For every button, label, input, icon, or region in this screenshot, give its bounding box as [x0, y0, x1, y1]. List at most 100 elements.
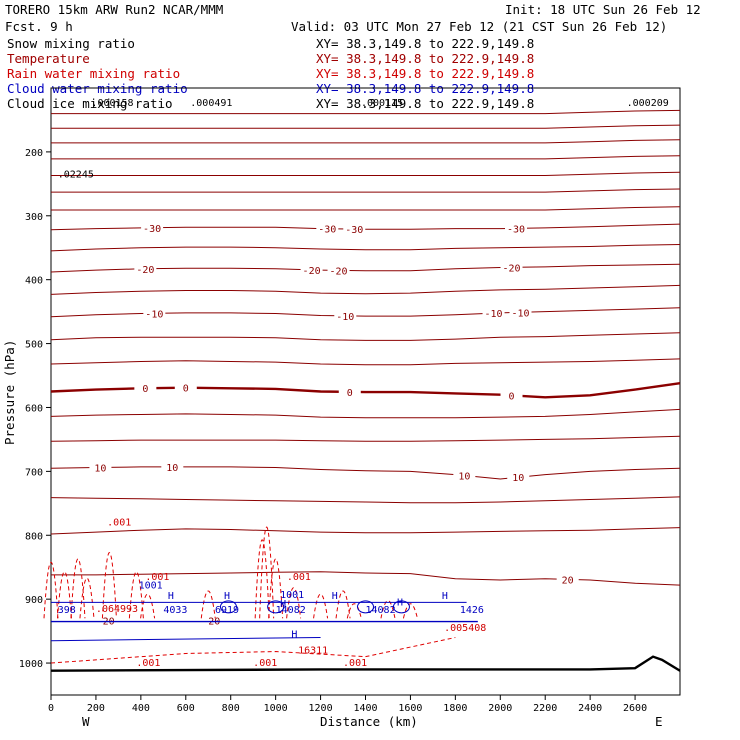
isotherm-label-bg	[143, 307, 166, 319]
rain-contour	[259, 526, 275, 619]
rain-contour	[43, 562, 59, 619]
init-time: Init: 18 UTC Sun 26 Feb 12	[505, 2, 701, 17]
isotherm-label: 20	[562, 575, 574, 586]
cloud-label: 1001	[280, 590, 304, 601]
cloud-label: 14082	[276, 605, 306, 616]
legend-xy: XY= 38.3,149.8 to 222.9,149.8	[316, 36, 534, 51]
legend-label: Rain water mixing ratio	[7, 66, 180, 81]
forecast-hour: Fcst. 9 h	[5, 19, 73, 34]
y-tick-label: 900	[25, 595, 43, 606]
y-tick-label: 1000	[19, 659, 43, 670]
rain-contour	[50, 637, 456, 664]
cloud-label: 1001	[139, 580, 163, 591]
x-tick-label: 2000	[488, 703, 512, 714]
isotherm-label: -10	[145, 309, 163, 320]
isotherm-line	[50, 244, 681, 252]
isotherm-label: 0	[509, 391, 515, 402]
isotherm-label-bg	[556, 573, 579, 585]
rain-contour	[286, 587, 302, 619]
cloud-contour	[392, 600, 410, 614]
isotherm-label: 10	[94, 463, 106, 474]
isotherm-label: 10	[458, 471, 470, 482]
legend-xy: XY= 38.3,149.8 to 222.9,149.8	[316, 96, 534, 111]
rain-contour	[268, 558, 284, 619]
isotherm-label: -30	[143, 224, 161, 235]
cloud-label: 398	[58, 605, 76, 616]
isotherm-label-bg	[338, 385, 361, 397]
rain-contour	[313, 593, 329, 619]
rain-contour	[200, 590, 216, 619]
isotherm-label: -30	[318, 225, 336, 236]
rain-contour	[402, 603, 418, 619]
isotherm-label: -30	[507, 224, 525, 235]
y-axis-label: Pressure (hPa)	[2, 340, 17, 445]
isotherm-label-bg	[505, 222, 528, 234]
cloud-contour	[267, 600, 285, 614]
rain-contour	[70, 558, 86, 619]
isotherm-line	[50, 496, 681, 504]
isotherm-label: -10	[511, 308, 529, 319]
isotherm-label-bg	[334, 309, 357, 321]
rain-contour	[254, 539, 270, 619]
isotherm-line	[51, 155, 681, 160]
model-title: TORERO 15km ARW Run2 NCAR/MMM	[5, 2, 223, 17]
isotherm-label-bg	[300, 263, 323, 275]
rain-contour	[140, 593, 156, 619]
isotherm-line	[50, 466, 681, 480]
rain-contour	[346, 603, 362, 619]
rain-label: .001	[253, 658, 277, 669]
cloud-contour	[357, 600, 374, 614]
isotherm-label: -10	[336, 312, 354, 323]
snow-ice-label: .000209	[627, 98, 669, 109]
isotherm-label-bg	[500, 261, 523, 273]
isotherm-label: -20	[502, 263, 520, 274]
isotherm-label-bg	[509, 306, 532, 318]
x-tick-label: 2200	[533, 703, 557, 714]
isotherm-label: 0	[142, 384, 148, 395]
cloud-label: 4033	[163, 605, 187, 616]
axis-ticks: 0 200 400 600 800 1000 1200 1400 1600 1800 2000 220…	[19, 148, 647, 714]
temperature-contours: -30 -30 -30 -30 -20 -20 -20 -20 -10 -10 -10 -10 0 0 0 0…	[50, 109, 681, 628]
isotherm-line	[51, 171, 681, 176]
isotherm-label: -10	[485, 309, 503, 320]
x-tick-label: 1000	[264, 703, 288, 714]
x-tick-label: 400	[132, 703, 150, 714]
snow-ice-label: .02245	[58, 169, 94, 180]
rain-contour	[79, 578, 95, 619]
isotherm-line	[50, 332, 681, 341]
x-tick-label: 1400	[353, 703, 377, 714]
cloud-contour	[50, 636, 321, 642]
rain-contour	[335, 590, 351, 619]
isotherm-label: -20	[136, 265, 154, 276]
y-tick-label: 400	[25, 276, 43, 287]
rain-label: .001	[145, 572, 169, 583]
cloud-high-marker: H	[397, 598, 403, 609]
isotherm-label-bg	[327, 264, 350, 276]
cloud-high-marker: H	[280, 599, 286, 610]
y-tick-label: 700	[25, 467, 43, 478]
isotherm-line	[50, 408, 681, 419]
cloud-high-marker: H	[442, 591, 448, 602]
legend-xy: XY= 38.3,149.8 to 222.9,149.8	[316, 51, 534, 66]
x-tick-label: 2400	[578, 703, 602, 714]
isotherm-line	[50, 284, 681, 295]
west-label: W	[82, 714, 90, 729]
isotherm-line	[51, 139, 681, 144]
legend: Snow mixing ratio XY= 38.3,149.8 to 222.9…	[7, 36, 534, 111]
y-tick-label: 800	[25, 531, 43, 542]
snow-ice-label: .000491	[190, 98, 232, 109]
isotherm-label: 10	[512, 473, 524, 484]
y-tick-label: 500	[25, 340, 43, 351]
y-tick-label: 200	[25, 148, 43, 159]
snow-ice-label: .000158	[91, 98, 133, 109]
cloud-high-marker: H	[332, 591, 338, 602]
isotherm-label: 0	[347, 388, 353, 399]
isotherm-line	[50, 435, 681, 442]
isotherm-label-bg	[134, 382, 157, 394]
isotherm-line	[50, 527, 681, 535]
valid-time: Valid: 03 UTC Mon 27 Feb 12 (21 CST Sun …	[291, 19, 667, 34]
cloud-label: 1426	[460, 605, 484, 616]
east-label: E	[655, 714, 663, 729]
